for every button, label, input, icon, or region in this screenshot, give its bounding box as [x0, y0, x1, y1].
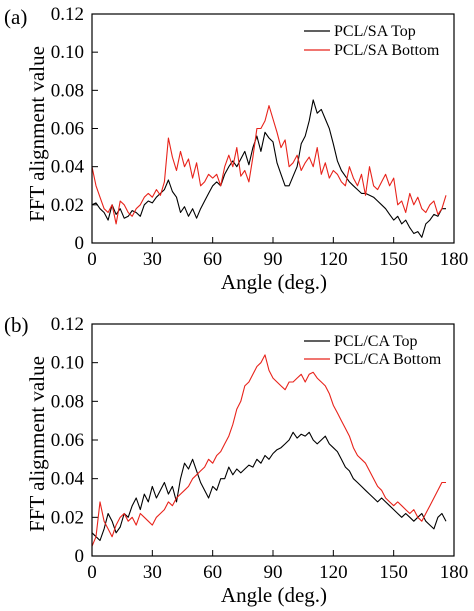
legend-label-b-0: PCL/CA Top [334, 333, 418, 350]
x-tick-label: 90 [264, 249, 283, 270]
x-tick-label: 0 [87, 249, 97, 270]
legend-label-b-1: PCL/CA Bottom [334, 351, 442, 368]
tick-group-b: 0 30 60 90 120 150 180 0 0.02 0.04 0.06 0.08 0.10 0.1… [51, 314, 469, 583]
panel-b: (b) FFT alignment value Angle (deg.) 0 30… [4, 313, 468, 607]
x-tick-label: 180 [440, 249, 469, 270]
series-line-b-top [91, 431, 447, 542]
y-tick-label: 0.12 [51, 4, 84, 25]
y-tick-label: 0.10 [51, 42, 84, 63]
x-tick-label: 30 [143, 562, 162, 583]
y-axis-label-a: FFT alignment value [25, 46, 49, 222]
x-tick-label: 180 [440, 562, 469, 583]
y-tick-label: 0.12 [51, 314, 84, 335]
y-tick-label: 0 [75, 546, 85, 567]
y-tick-label: 0.02 [51, 195, 84, 216]
y-tick-label: 0 [75, 233, 85, 254]
x-axis-label-b: Angle (deg.) [221, 583, 327, 607]
panel-label-a: (a) [4, 5, 27, 29]
legend-label-a-0: PCL/SA Top [334, 23, 416, 40]
panel-label-b: (b) [4, 313, 29, 337]
series-group-a [91, 99, 447, 238]
y-tick-label: 0.06 [51, 119, 84, 140]
x-tick-label: 90 [264, 562, 283, 583]
x-tick-label: 0 [87, 562, 97, 583]
series-line-b-bottom [91, 354, 446, 547]
tick-group-a: 0 30 60 90 120 150 180 0 0.02 0.04 0.06 0.08 0.10 0.1… [51, 4, 469, 270]
x-tick-label: 120 [319, 562, 348, 583]
y-tick-label: 0.08 [51, 391, 84, 412]
y-axis-label-b: FFT alignment value [25, 356, 49, 532]
y-tick-label: 0.02 [51, 507, 84, 528]
y-tick-label: 0.08 [51, 80, 84, 101]
y-tick-label: 0.10 [51, 353, 84, 374]
x-tick-label: 150 [379, 249, 408, 270]
x-tick-label: 30 [143, 249, 162, 270]
x-tick-label: 60 [203, 249, 222, 270]
legend-b: PCL/CA Top PCL/CA Bottom [304, 333, 442, 368]
legend-label-a-1: PCL/SA Bottom [334, 42, 440, 59]
x-tick-label: 60 [203, 562, 222, 583]
x-tick-label: 150 [379, 562, 408, 583]
series-group-b [91, 354, 447, 547]
x-tick-label: 120 [319, 249, 348, 270]
series-line-a-bottom [91, 105, 447, 225]
legend-a: PCL/SA Top PCL/SA Bottom [304, 23, 440, 59]
plot-frame-b [91, 323, 455, 557]
plot-frame-a [91, 13, 455, 244]
y-tick-label: 0.06 [51, 430, 84, 451]
x-axis-label-a: Angle (deg.) [221, 270, 327, 294]
panel-a: (a) FFT alignment value Angle (deg.) 0 30… [4, 4, 468, 294]
y-tick-label: 0.04 [51, 469, 85, 490]
y-tick-label: 0.04 [51, 157, 85, 178]
series-line-a-top [91, 99, 446, 238]
